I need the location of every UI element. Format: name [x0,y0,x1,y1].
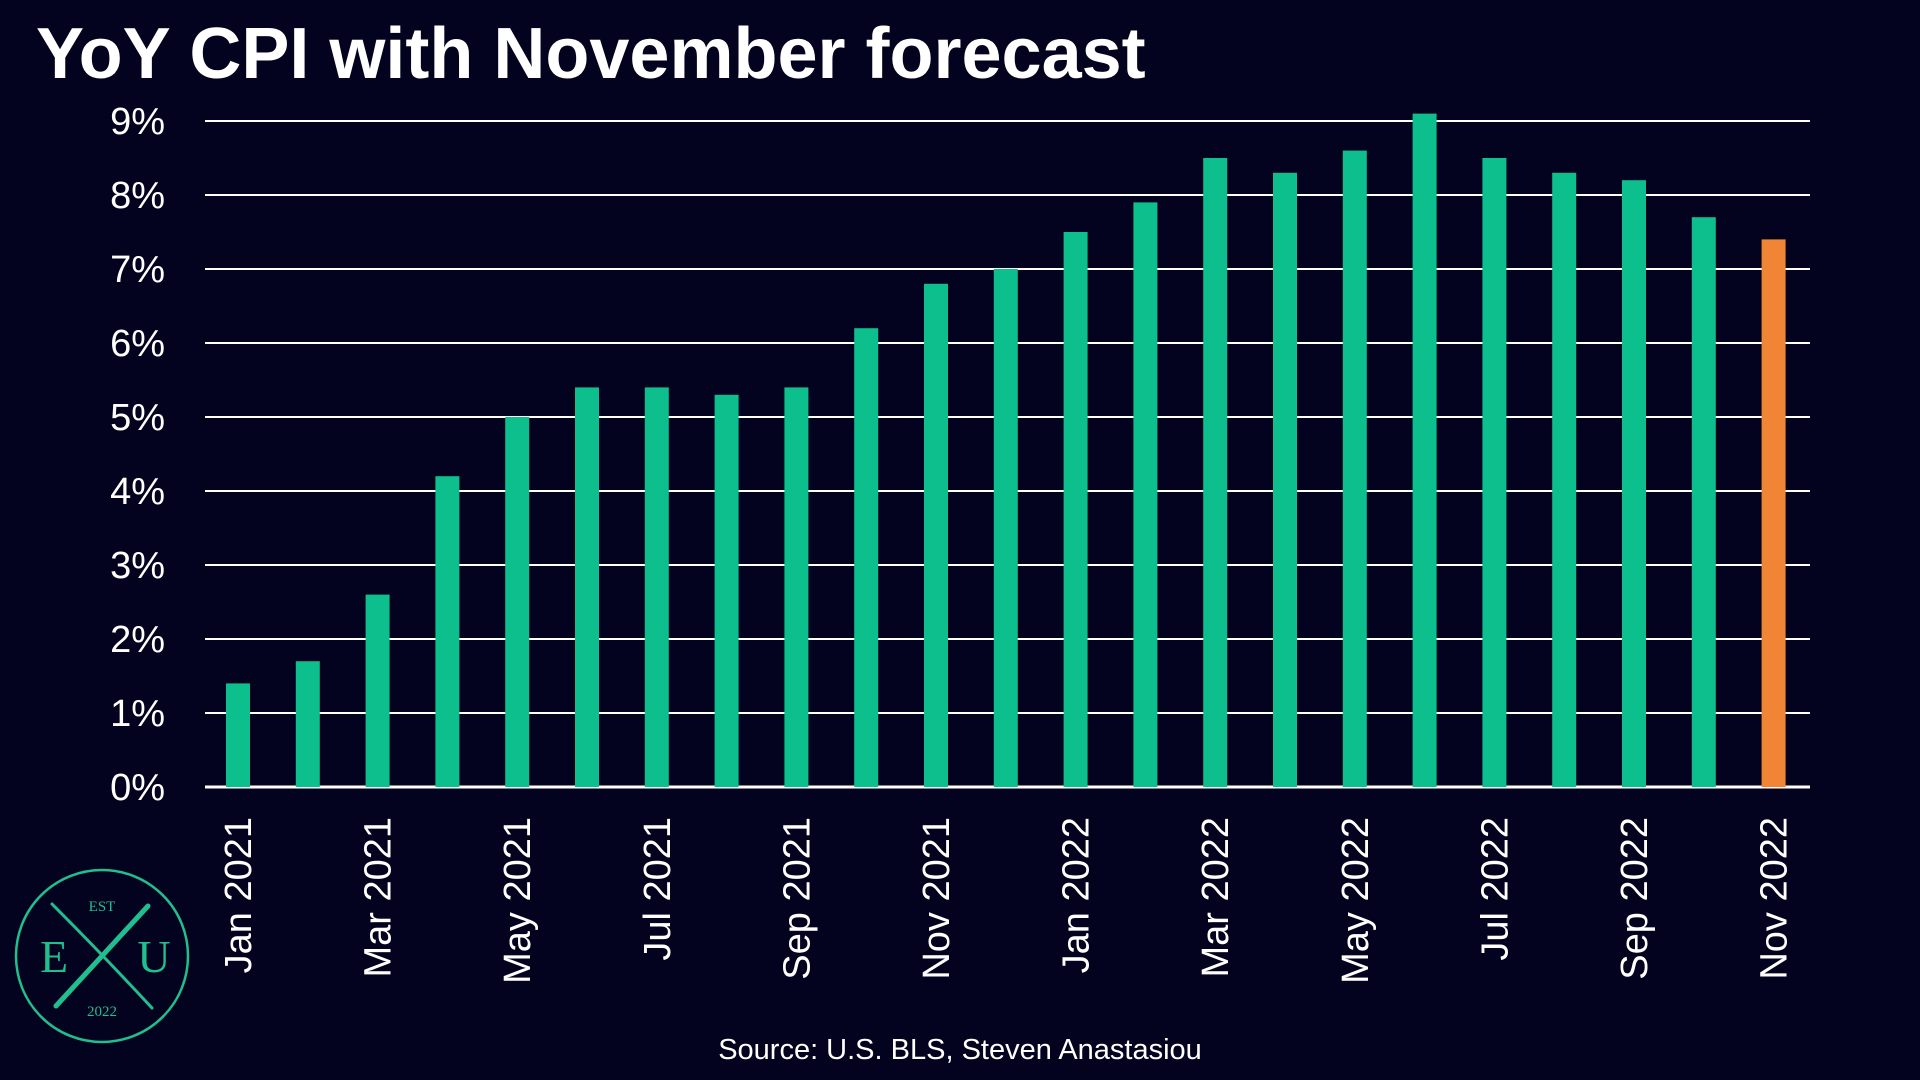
logo-year-text: 2022 [87,1004,117,1020]
logo-letter-u: U [137,931,170,982]
bar [1412,113,1437,788]
x-tick-label: Jul 2022 [1474,817,1516,961]
bar [1063,232,1088,787]
bar [924,283,948,787]
x-axis-tick-labels: Jan 2021 Mar 2021 May 2021 Jul 2021 Sep 2021… [218,817,1796,984]
y-tick-label: 2% [110,619,165,661]
x-tick-label: Jan 2021 [218,817,260,973]
bar [226,683,250,787]
logo-ring [14,868,190,1044]
y-tick-label: 8% [110,175,165,217]
x-tick-label: May 2021 [497,817,539,984]
bar [1342,150,1367,788]
bar [784,387,809,787]
bar [714,394,739,787]
x-tick-label: Nov 2022 [1754,817,1796,980]
bar [505,417,530,787]
y-tick-label: 9% [110,101,165,143]
bar [644,387,669,787]
bar [365,594,390,787]
bar [295,661,320,787]
bar [854,328,879,787]
forecast-bar [1761,239,1786,787]
logo-cross-stroke [50,902,154,1010]
bar [1691,217,1716,787]
x-tick-label: Jul 2021 [637,817,679,961]
bar [435,476,460,787]
bar [993,269,1018,787]
bar [1133,202,1158,787]
chart-title: YoY CPI with November forecast [36,14,1146,94]
y-tick-label: 5% [110,397,165,439]
x-tick-label: Mar 2021 [358,817,400,978]
y-tick-label: 6% [110,323,165,365]
y-tick-label: 0% [110,767,165,809]
y-axis-tick-labels: 0% 1% 2% 3% 4% 5% 6% 7% 8% 9% [110,101,165,809]
y-tick-label: 4% [110,471,165,513]
x-tick-label: Nov 2021 [916,817,958,980]
bar [1552,172,1577,788]
x-tick-label: Sep 2022 [1614,817,1656,980]
bar [575,387,599,787]
x-tick-label: Sep 2021 [776,817,818,980]
bar [1622,180,1646,787]
exu-logo: EST E U 2022 [14,868,190,1044]
y-tick-label: 7% [110,249,165,291]
logo-est-text: EST [89,899,116,915]
logo-letter-e: E [40,931,68,982]
x-tick-label: Jan 2022 [1056,817,1098,973]
y-tick-label: 1% [110,693,165,735]
x-tick-label: May 2022 [1335,817,1377,984]
bar [1482,158,1507,787]
source-note: Source: U.S. BLS, Steven Anastasiou [718,1034,1202,1066]
x-tick-label: Mar 2022 [1195,817,1237,978]
bar [1203,158,1228,787]
bar [1273,172,1297,788]
bars [226,113,1786,788]
y-tick-label: 3% [110,545,165,587]
